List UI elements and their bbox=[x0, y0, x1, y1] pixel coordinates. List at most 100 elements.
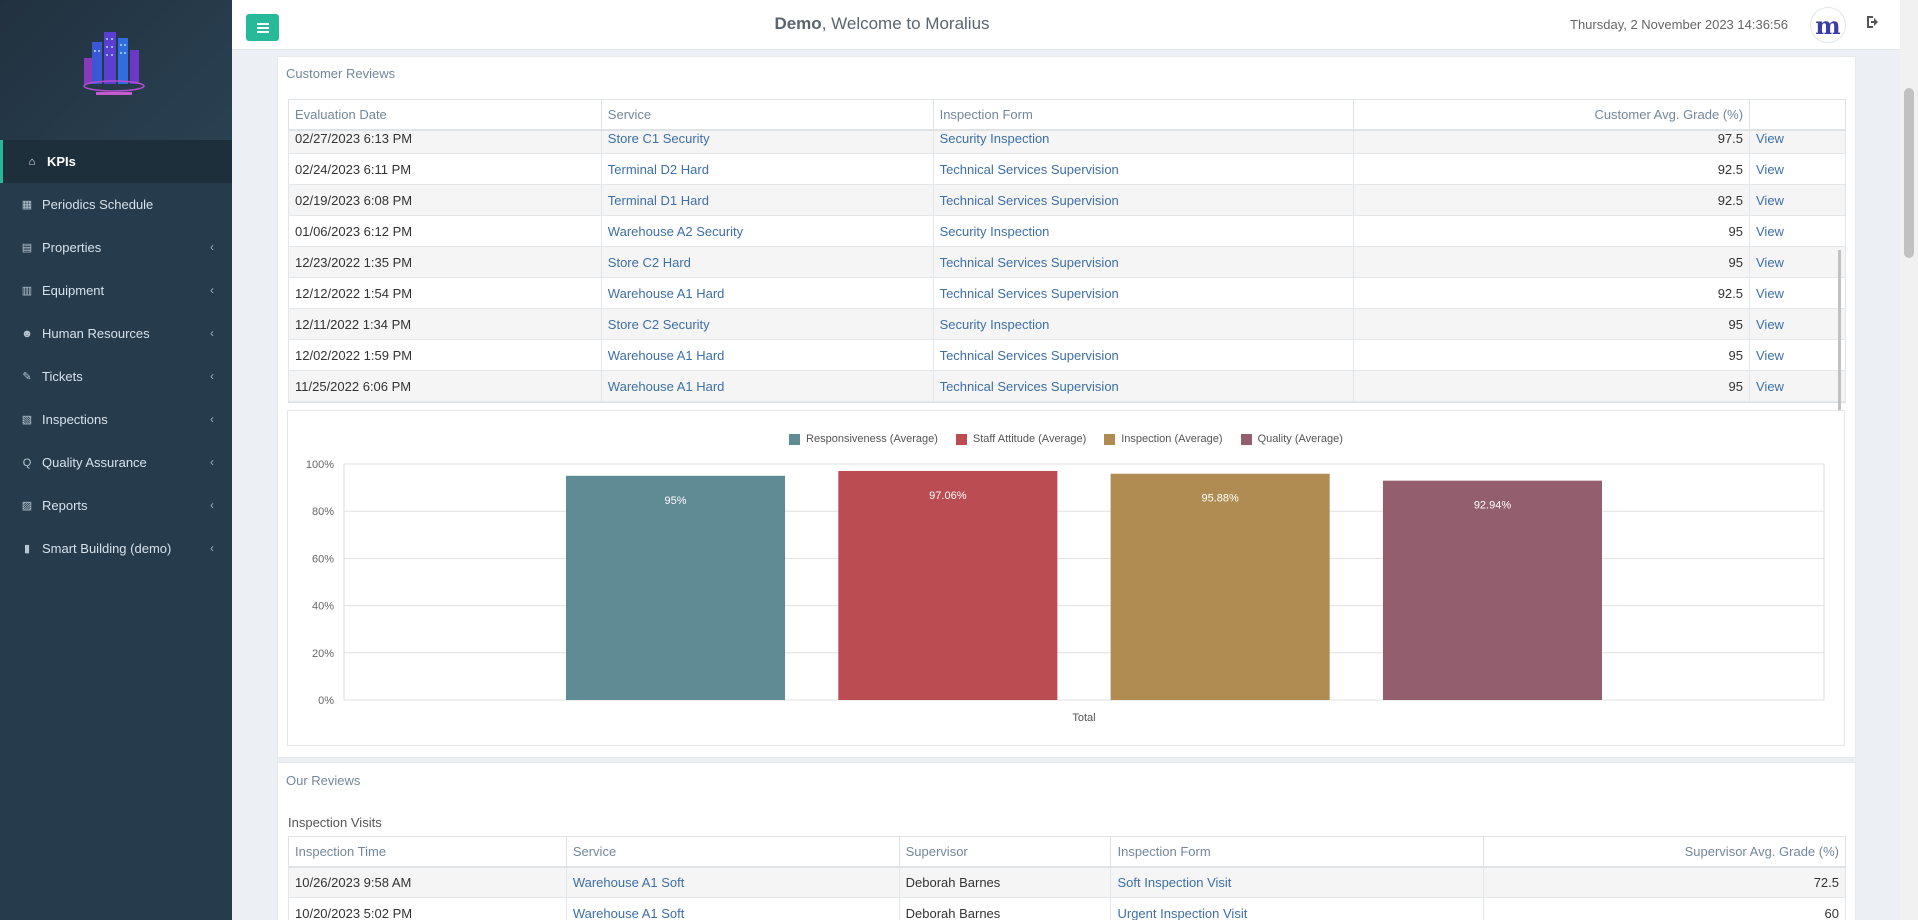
sidebar-item-reports[interactable]: ▨ Reports ‹ bbox=[0, 484, 232, 527]
action-cell: View bbox=[1749, 370, 1846, 402]
view-link[interactable]: View bbox=[1756, 131, 1784, 146]
brand-avatar[interactable]: m bbox=[1810, 7, 1846, 43]
service-link[interactable]: Terminal D1 Hard bbox=[607, 192, 709, 208]
inspection-form-link[interactable]: Security Inspection bbox=[939, 223, 1050, 239]
column-header[interactable]: Inspection Form bbox=[932, 99, 1355, 131]
column-header[interactable]: Inspection Time bbox=[288, 836, 567, 868]
legend-swatch bbox=[1240, 433, 1252, 445]
sidebar-item-inspections[interactable]: ▧ Inspections ‹ bbox=[0, 398, 232, 441]
table-row: 02/27/2023 6:13 PM Store C1 Security Secur… bbox=[288, 131, 1846, 154]
service-cell: Store C2 Security bbox=[600, 308, 934, 340]
sidebar-item-kpis[interactable]: ⌂ KPIs bbox=[0, 140, 232, 183]
inspection-form-link[interactable]: Soft Inspection Visit bbox=[1117, 874, 1232, 890]
service-link[interactable]: Store C2 Security bbox=[607, 316, 710, 332]
view-link[interactable]: View bbox=[1756, 285, 1784, 301]
inspection-form-link[interactable]: Technical Services Supervision bbox=[939, 347, 1119, 363]
menu-toggle-button[interactable] bbox=[246, 14, 279, 41]
sidebar-item-smart-building-demo[interactable]: ▮ Smart Building (demo) ‹ bbox=[0, 527, 232, 570]
action-cell: View bbox=[1749, 339, 1846, 371]
view-link[interactable]: View bbox=[1756, 192, 1784, 208]
sidebar-item-label: Human Resources bbox=[42, 326, 150, 341]
form-cell: Technical Services Supervision bbox=[932, 153, 1355, 185]
column-header[interactable]: Customer Avg. Grade (%) bbox=[1353, 99, 1751, 131]
service-link[interactable]: Warehouse A1 Hard bbox=[607, 285, 725, 301]
chevron-left-icon: ‹ bbox=[210, 283, 214, 297]
column-header[interactable]: Evaluation Date bbox=[288, 99, 602, 131]
service-cell: Store C2 Hard bbox=[600, 246, 934, 278]
inspection-form-link[interactable]: Technical Services Supervision bbox=[939, 161, 1119, 177]
bar[interactable] bbox=[566, 475, 786, 700]
legend-item[interactable]: Staff Attitude (Average) bbox=[955, 433, 1086, 445]
sidebar-item-label: Periodics Schedule bbox=[42, 197, 154, 212]
form-cell: Technical Services Supervision bbox=[932, 277, 1355, 309]
chevron-left-icon: ‹ bbox=[210, 326, 214, 340]
sidebar-item-properties[interactable]: ▤ Properties ‹ bbox=[0, 226, 232, 269]
bar[interactable] bbox=[838, 470, 1058, 700]
inspection-form-link[interactable]: Security Inspection bbox=[939, 316, 1050, 332]
supervisor-name: Deborah Barnes bbox=[898, 866, 1112, 898]
legend-swatch bbox=[789, 433, 801, 445]
inspection-form-link[interactable]: Technical Services Supervision bbox=[939, 378, 1119, 394]
sidebar-item-periodics-schedule[interactable]: ▦ Periodics Schedule bbox=[0, 183, 232, 226]
column-header[interactable]: Supervisor Avg. Grade (%) bbox=[1483, 836, 1846, 868]
sidebar-item-equipment[interactable]: ▥ Equipment ‹ bbox=[0, 269, 232, 312]
service-link[interactable]: Warehouse A1 Soft bbox=[572, 905, 685, 920]
supervisor-grade: 72.5 bbox=[1483, 866, 1846, 898]
legend-item[interactable]: Inspection (Average) bbox=[1104, 433, 1223, 445]
service-link[interactable]: Store C2 Hard bbox=[607, 254, 691, 270]
y-tick-label: 40% bbox=[312, 601, 334, 613]
service-link[interactable]: Terminal D2 Hard bbox=[607, 161, 709, 177]
inspection-form-link[interactable]: Technical Services Supervision bbox=[939, 254, 1119, 270]
column-header[interactable] bbox=[1749, 99, 1846, 131]
y-tick-label: 80% bbox=[312, 506, 334, 518]
table-row: 10/26/2023 9:58 AM Warehouse A1 Soft Debor… bbox=[288, 866, 1846, 898]
bar-value-label: 95% bbox=[665, 495, 687, 507]
service-link[interactable]: Warehouse A1 Soft bbox=[572, 874, 685, 890]
inspection-visits-table: Inspection Time Service Supervisor Inspecti… bbox=[288, 836, 1846, 920]
service-link[interactable]: Warehouse A2 Security bbox=[607, 223, 744, 239]
inspection-form-link[interactable]: Urgent Inspection Visit bbox=[1117, 905, 1248, 920]
inspection-form-link[interactable]: Security Inspection bbox=[939, 131, 1050, 146]
action-cell: View bbox=[1749, 153, 1846, 185]
column-header[interactable]: Inspection Form bbox=[1110, 836, 1485, 868]
service-link[interactable]: Warehouse A1 Hard bbox=[607, 347, 725, 363]
view-link[interactable]: View bbox=[1756, 254, 1784, 270]
form-cell: Technical Services Supervision bbox=[932, 184, 1355, 216]
bar[interactable] bbox=[1382, 480, 1602, 700]
legend-item[interactable]: Quality (Average) bbox=[1240, 433, 1343, 445]
page-scrollbar-thumb[interactable] bbox=[1904, 88, 1914, 258]
view-link[interactable]: View bbox=[1756, 161, 1784, 177]
action-cell: View bbox=[1749, 277, 1846, 309]
column-header[interactable]: Service bbox=[565, 836, 900, 868]
service-link[interactable]: Store C1 Security bbox=[607, 131, 710, 146]
table-scrollbar[interactable] bbox=[1838, 250, 1841, 415]
sidebar-item-tickets[interactable]: ✎ Tickets ‹ bbox=[0, 355, 232, 398]
legend-label: Quality (Average) bbox=[1257, 433, 1343, 445]
view-link[interactable]: View bbox=[1756, 223, 1784, 239]
customer-reviews-table-header: Evaluation Date Service Inspection Form Cus… bbox=[288, 99, 1846, 131]
inspection-form-link[interactable]: Technical Services Supervision bbox=[939, 285, 1119, 301]
action-cell: View bbox=[1749, 184, 1846, 216]
service-cell: Warehouse A1 Hard bbox=[600, 277, 934, 309]
form-cell: Urgent Inspection Visit bbox=[1110, 897, 1485, 920]
column-header[interactable]: Service bbox=[600, 99, 934, 131]
customer-grade: 95 bbox=[1353, 339, 1750, 371]
sidebar-item-human-resources[interactable]: ☻ Human Resources ‹ bbox=[0, 312, 232, 355]
sidebar-item-quality-assurance[interactable]: Q Quality Assurance ‹ bbox=[0, 441, 232, 484]
legend-item[interactable]: Responsiveness (Average) bbox=[789, 433, 938, 445]
bar[interactable] bbox=[1110, 473, 1330, 700]
form-cell: Security Inspection bbox=[932, 215, 1355, 247]
logout-icon[interactable] bbox=[1865, 14, 1881, 35]
sidebar-item-label: Smart Building (demo) bbox=[42, 541, 172, 556]
service-link[interactable]: Warehouse A1 Hard bbox=[607, 378, 725, 394]
table-row: 11/25/2022 6:06 PM Warehouse A1 Hard Techn… bbox=[288, 370, 1846, 402]
view-link[interactable]: View bbox=[1756, 316, 1784, 332]
view-link[interactable]: View bbox=[1756, 347, 1784, 363]
inspection-form-link[interactable]: Technical Services Supervision bbox=[939, 192, 1119, 208]
sidebar-item-label: Inspections bbox=[42, 412, 108, 427]
view-link[interactable]: View bbox=[1756, 378, 1784, 394]
customer-reviews-table[interactable]: 02/27/2023 6:13 PM Store C1 Security Secur… bbox=[288, 131, 1846, 403]
evaluation-date: 12/11/2022 1:34 PM bbox=[288, 308, 602, 340]
chart-legend: Responsiveness (Average) Staff Attitude (… bbox=[288, 433, 1844, 445]
column-header[interactable]: Supervisor bbox=[898, 836, 1112, 868]
